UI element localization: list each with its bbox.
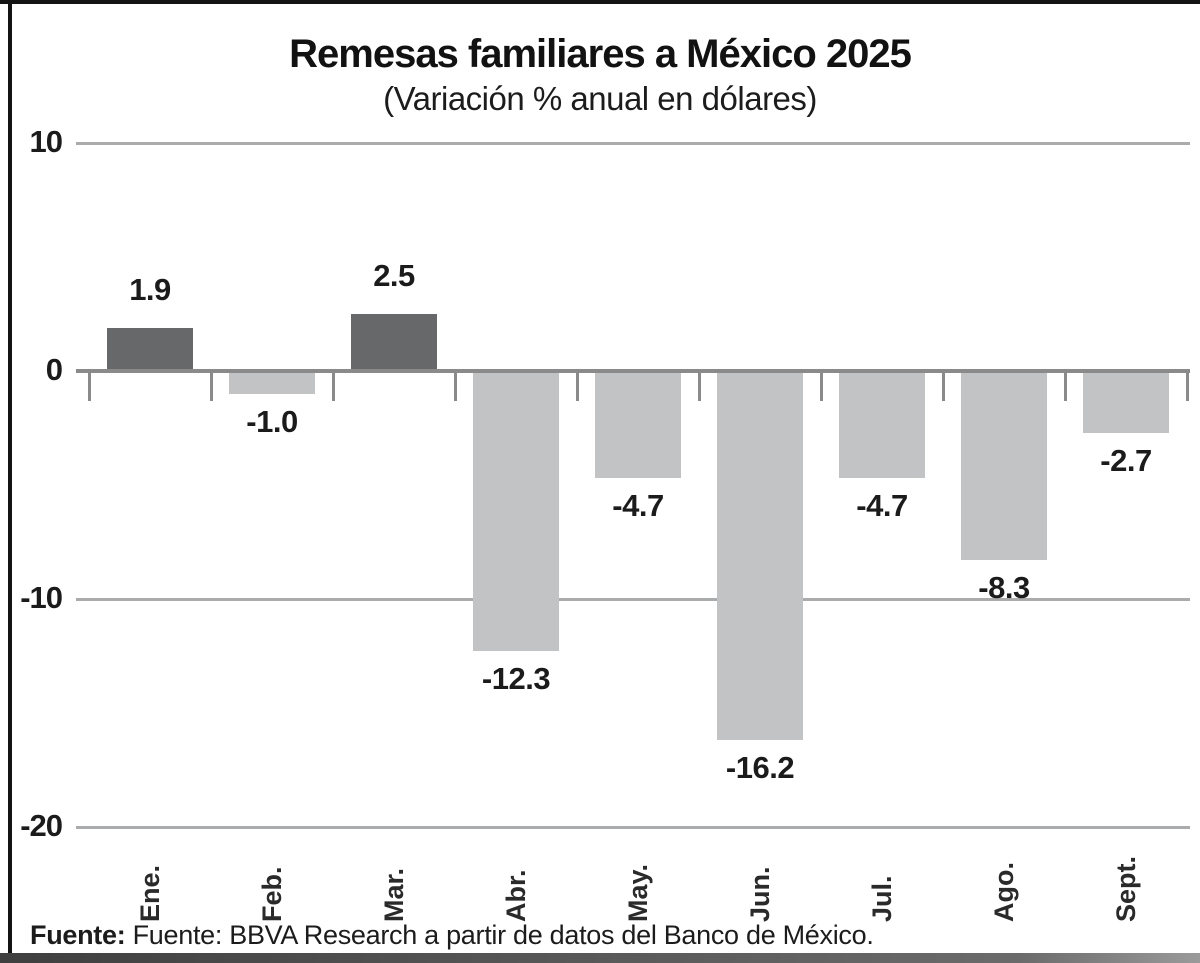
bar-abr: [473, 371, 559, 652]
x-axis-zero-line: [76, 369, 1190, 373]
bar-ago: [961, 371, 1047, 561]
chart-title: Remesas familiares a México 2025: [289, 32, 912, 76]
bar-ene: [107, 327, 193, 371]
y-axis-tick-label: 10: [29, 124, 63, 159]
source-note: Fuente: Fuente: BBVA Research a partir d…: [30, 920, 1180, 951]
x-axis-tick: [820, 371, 823, 401]
bar-value-label: -1.0: [246, 403, 298, 439]
source-text: Fuente: BBVA Research a partir de datos …: [125, 920, 874, 950]
bar-mar: [351, 314, 437, 371]
bar-value-label: -2.7: [1100, 442, 1152, 478]
bar-value-label: 2.5: [373, 258, 415, 293]
bar-value-label: -8.3: [978, 570, 1030, 606]
frame-border-top: [0, 0, 1200, 4]
x-axis-category-label: Ene.: [135, 864, 165, 922]
x-axis-category-label: Mar.: [379, 867, 409, 922]
chart-subtitle: (Variación % anual en dólares): [383, 80, 817, 117]
x-axis-category-label: Sept.: [1111, 855, 1141, 922]
x-axis-tick: [88, 371, 91, 401]
x-axis-tick: [698, 371, 701, 401]
bar-feb: [229, 371, 315, 394]
x-axis-tick: [210, 371, 213, 401]
x-axis-category-label: Jul.: [867, 875, 897, 922]
bar-jul: [839, 371, 925, 479]
bar-value-label: -12.3: [481, 661, 551, 697]
x-axis-category-label: May.: [623, 863, 653, 922]
gridline-y-20: [76, 826, 1190, 829]
x-axis-category-label: Ago.: [989, 862, 1019, 922]
source-label: Fuente:: [30, 920, 126, 950]
y-axis-tick-label: -20: [20, 808, 63, 843]
bar-value-label: 1.9: [129, 271, 171, 307]
bar-sept: [1083, 371, 1169, 433]
bar-value-label: -4.7: [612, 488, 664, 524]
x-axis-category-label: Abr.: [501, 869, 531, 922]
x-axis-tick: [576, 371, 579, 401]
bar-jun: [717, 371, 803, 741]
gridline-y10: [76, 142, 1190, 145]
x-axis-category-label: Feb.: [257, 866, 287, 922]
x-axis-tick: [332, 371, 335, 401]
x-axis-tick: [454, 371, 457, 401]
frame-border-bottom: [0, 953, 1200, 963]
gridline-y-10: [76, 598, 1190, 601]
x-axis-category-label: Jun.: [745, 866, 775, 922]
x-axis-tick: [942, 371, 945, 401]
x-axis-tick: [1064, 371, 1067, 401]
y-axis-tick-label: -10: [20, 580, 63, 615]
frame-border-left: [8, 0, 12, 957]
y-axis-tick-label: 0: [45, 352, 63, 387]
bar-value-label: -16.2: [725, 750, 795, 786]
bar-value-label: -4.7: [856, 488, 908, 524]
bar-may: [595, 371, 681, 479]
x-axis-tick: [1186, 371, 1189, 401]
